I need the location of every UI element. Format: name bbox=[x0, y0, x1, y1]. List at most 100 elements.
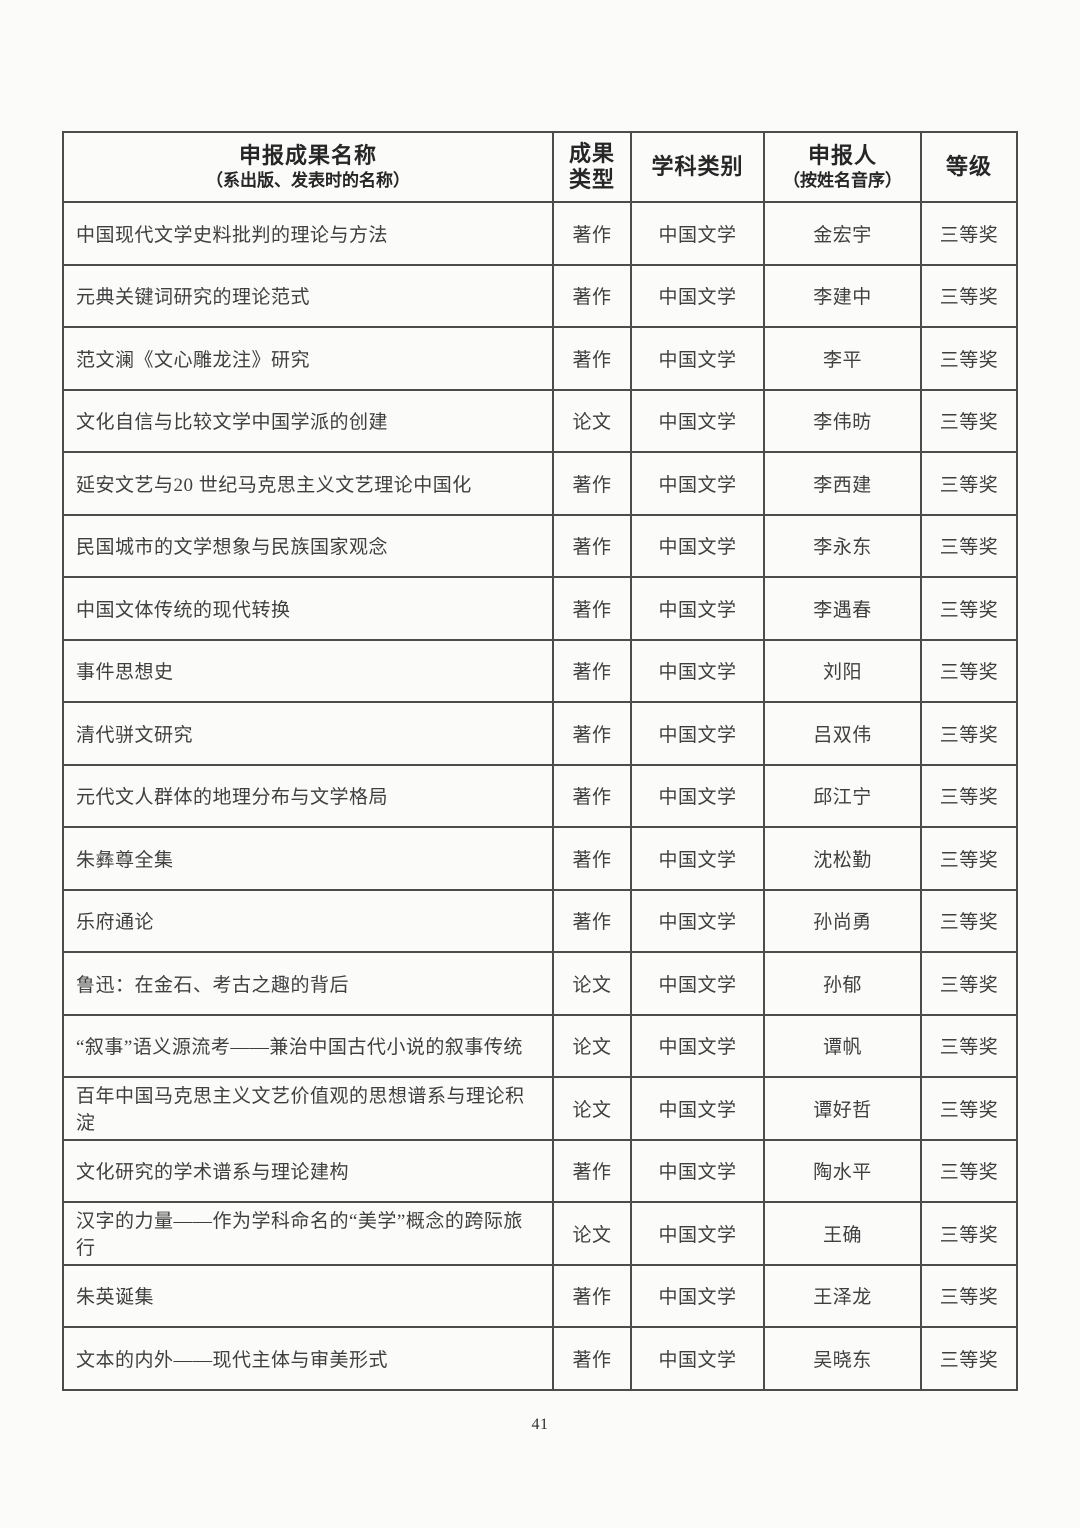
cell-result-name: 乐府通论 bbox=[62, 888, 554, 953]
cell-grade: 三等奖 bbox=[920, 701, 1018, 766]
cell-result-type: 论文 bbox=[552, 951, 632, 1016]
table-row: 中国现代文学史料批判的理论与方法 著作 中国文学 金宏宇 三等奖 bbox=[62, 201, 1018, 266]
cell-result-type: 著作 bbox=[552, 1263, 632, 1328]
table-row: 朱彝尊全集 著作 中国文学 沈松勤 三等奖 bbox=[62, 826, 1018, 891]
col-header-result-name-title: 申报成果名称 bbox=[238, 143, 377, 168]
col-header-grade: 等级 bbox=[920, 131, 1018, 203]
cell-applicant: 李西建 bbox=[763, 451, 922, 516]
cell-subject: 中国文学 bbox=[630, 388, 765, 453]
cell-result-type: 论文 bbox=[552, 1201, 632, 1266]
table-row: 朱英诞集 著作 中国文学 王泽龙 三等奖 bbox=[62, 1263, 1018, 1328]
table-row: 文化自信与比较文学中国学派的创建 论文 中国文学 李伟昉 三等奖 bbox=[62, 388, 1018, 453]
cell-result-type: 论文 bbox=[552, 1076, 632, 1141]
header-row: 申报成果名称 （系出版、发表时的名称） 成果 类型 学科类别 申报人 （按姓名音… bbox=[62, 131, 1018, 203]
table-header: 申报成果名称 （系出版、发表时的名称） 成果 类型 学科类别 申报人 （按姓名音… bbox=[62, 131, 1018, 203]
cell-result-name: 民国城市的文学想象与民族国家观念 bbox=[62, 513, 554, 578]
cell-result-type: 著作 bbox=[552, 826, 632, 891]
cell-applicant: 王确 bbox=[763, 1201, 922, 1266]
cell-result-name: 清代骈文研究 bbox=[62, 701, 554, 766]
cell-result-name: 事件思想史 bbox=[62, 638, 554, 703]
cell-subject: 中国文学 bbox=[630, 513, 765, 578]
cell-applicant: 金宏宇 bbox=[763, 201, 922, 266]
col-header-result-type-line1: 成果 bbox=[568, 141, 615, 166]
cell-subject: 中国文学 bbox=[630, 888, 765, 953]
cell-result-name: 文化研究的学术谱系与理论建构 bbox=[62, 1138, 554, 1203]
cell-grade: 三等奖 bbox=[920, 1013, 1018, 1078]
cell-subject: 中国文学 bbox=[630, 638, 765, 703]
cell-result-type: 著作 bbox=[552, 513, 632, 578]
cell-applicant: 李遇春 bbox=[763, 576, 922, 641]
cell-applicant: 吕双伟 bbox=[763, 701, 922, 766]
cell-result-name: 中国文体传统的现代转换 bbox=[62, 576, 554, 641]
cell-result-type: 著作 bbox=[552, 576, 632, 641]
cell-result-name: 延安文艺与20 世纪马克思主义文艺理论中国化 bbox=[62, 451, 554, 516]
table-row: 文化研究的学术谱系与理论建构 著作 中国文学 陶水平 三等奖 bbox=[62, 1138, 1018, 1203]
cell-grade: 三等奖 bbox=[920, 326, 1018, 391]
cell-subject: 中国文学 bbox=[630, 1013, 765, 1078]
table-row: 中国文体传统的现代转换 著作 中国文学 李遇春 三等奖 bbox=[62, 576, 1018, 641]
cell-applicant: 王泽龙 bbox=[763, 1263, 922, 1328]
col-header-grade-label: 等级 bbox=[945, 154, 992, 179]
col-header-result-type-line2: 类型 bbox=[568, 167, 615, 192]
cell-subject: 中国文学 bbox=[630, 201, 765, 266]
col-header-applicant-subtitle: （按姓名音序） bbox=[783, 171, 902, 190]
table-row: “叙事”语义源流考——兼治中国古代小说的叙事传统 论文 中国文学 谭帆 三等奖 bbox=[62, 1013, 1018, 1078]
cell-result-type: 著作 bbox=[552, 263, 632, 328]
cell-applicant: 李平 bbox=[763, 326, 922, 391]
cell-grade: 三等奖 bbox=[920, 513, 1018, 578]
cell-grade: 三等奖 bbox=[920, 1138, 1018, 1203]
cell-grade: 三等奖 bbox=[920, 451, 1018, 516]
cell-result-type: 著作 bbox=[552, 701, 632, 766]
cell-subject: 中国文学 bbox=[630, 826, 765, 891]
cell-result-type: 著作 bbox=[552, 638, 632, 703]
cell-grade: 三等奖 bbox=[920, 826, 1018, 891]
cell-subject: 中国文学 bbox=[630, 1263, 765, 1328]
cell-result-type: 著作 bbox=[552, 326, 632, 391]
cell-subject: 中国文学 bbox=[630, 263, 765, 328]
table-row: 清代骈文研究 著作 中国文学 吕双伟 三等奖 bbox=[62, 701, 1018, 766]
cell-grade: 三等奖 bbox=[920, 1263, 1018, 1328]
cell-subject: 中国文学 bbox=[630, 326, 765, 391]
cell-result-name: “叙事”语义源流考——兼治中国古代小说的叙事传统 bbox=[62, 1013, 554, 1078]
cell-applicant: 谭帆 bbox=[763, 1013, 922, 1078]
col-header-applicant: 申报人 （按姓名音序） bbox=[763, 131, 922, 203]
cell-applicant: 李伟昉 bbox=[763, 388, 922, 453]
cell-result-type: 著作 bbox=[552, 763, 632, 828]
table-row: 元典关键词研究的理论范式 著作 中国文学 李建中 三等奖 bbox=[62, 263, 1018, 328]
cell-subject: 中国文学 bbox=[630, 701, 765, 766]
cell-grade: 三等奖 bbox=[920, 388, 1018, 453]
cell-applicant: 李建中 bbox=[763, 263, 922, 328]
cell-result-type: 著作 bbox=[552, 1326, 632, 1391]
cell-grade: 三等奖 bbox=[920, 201, 1018, 266]
col-header-result-name: 申报成果名称 （系出版、发表时的名称） bbox=[62, 131, 554, 203]
cell-applicant: 陶水平 bbox=[763, 1138, 922, 1203]
cell-subject: 中国文学 bbox=[630, 576, 765, 641]
cell-grade: 三等奖 bbox=[920, 1076, 1018, 1141]
cell-grade: 三等奖 bbox=[920, 638, 1018, 703]
cell-grade: 三等奖 bbox=[920, 951, 1018, 1016]
cell-applicant: 孙郁 bbox=[763, 951, 922, 1016]
cell-subject: 中国文学 bbox=[630, 1138, 765, 1203]
col-header-result-type: 成果 类型 bbox=[552, 131, 632, 203]
cell-result-type: 著作 bbox=[552, 201, 632, 266]
cell-subject: 中国文学 bbox=[630, 951, 765, 1016]
cell-result-name: 百年中国马克思主义文艺价值观的思想谱系与理论积淀 bbox=[62, 1076, 554, 1141]
table-row: 事件思想史 著作 中国文学 刘阳 三等奖 bbox=[62, 638, 1018, 703]
cell-result-name: 文本的内外——现代主体与审美形式 bbox=[62, 1326, 554, 1391]
col-header-applicant-title: 申报人 bbox=[807, 143, 877, 168]
cell-result-name: 中国现代文学史料批判的理论与方法 bbox=[62, 201, 554, 266]
table-row: 延安文艺与20 世纪马克思主义文艺理论中国化 著作 中国文学 李西建 三等奖 bbox=[62, 451, 1018, 516]
cell-result-name: 文化自信与比较文学中国学派的创建 bbox=[62, 388, 554, 453]
cell-result-name: 元代文人群体的地理分布与文学格局 bbox=[62, 763, 554, 828]
table-row: 汉字的力量——作为学科命名的“美学”概念的跨际旅行 论文 中国文学 王确 三等奖 bbox=[62, 1201, 1018, 1266]
cell-applicant: 李永东 bbox=[763, 513, 922, 578]
cell-grade: 三等奖 bbox=[920, 576, 1018, 641]
cell-applicant: 吴晓东 bbox=[763, 1326, 922, 1391]
page-number: 41 bbox=[531, 1416, 549, 1433]
table-row: 百年中国马克思主义文艺价值观的思想谱系与理论积淀 论文 中国文学 谭好哲 三等奖 bbox=[62, 1076, 1018, 1141]
cell-result-name: 范文澜《文心雕龙注》研究 bbox=[62, 326, 554, 391]
table-row: 范文澜《文心雕龙注》研究 著作 中国文学 李平 三等奖 bbox=[62, 326, 1018, 391]
cell-result-name: 汉字的力量——作为学科命名的“美学”概念的跨际旅行 bbox=[62, 1201, 554, 1266]
cell-result-type: 论文 bbox=[552, 1013, 632, 1078]
